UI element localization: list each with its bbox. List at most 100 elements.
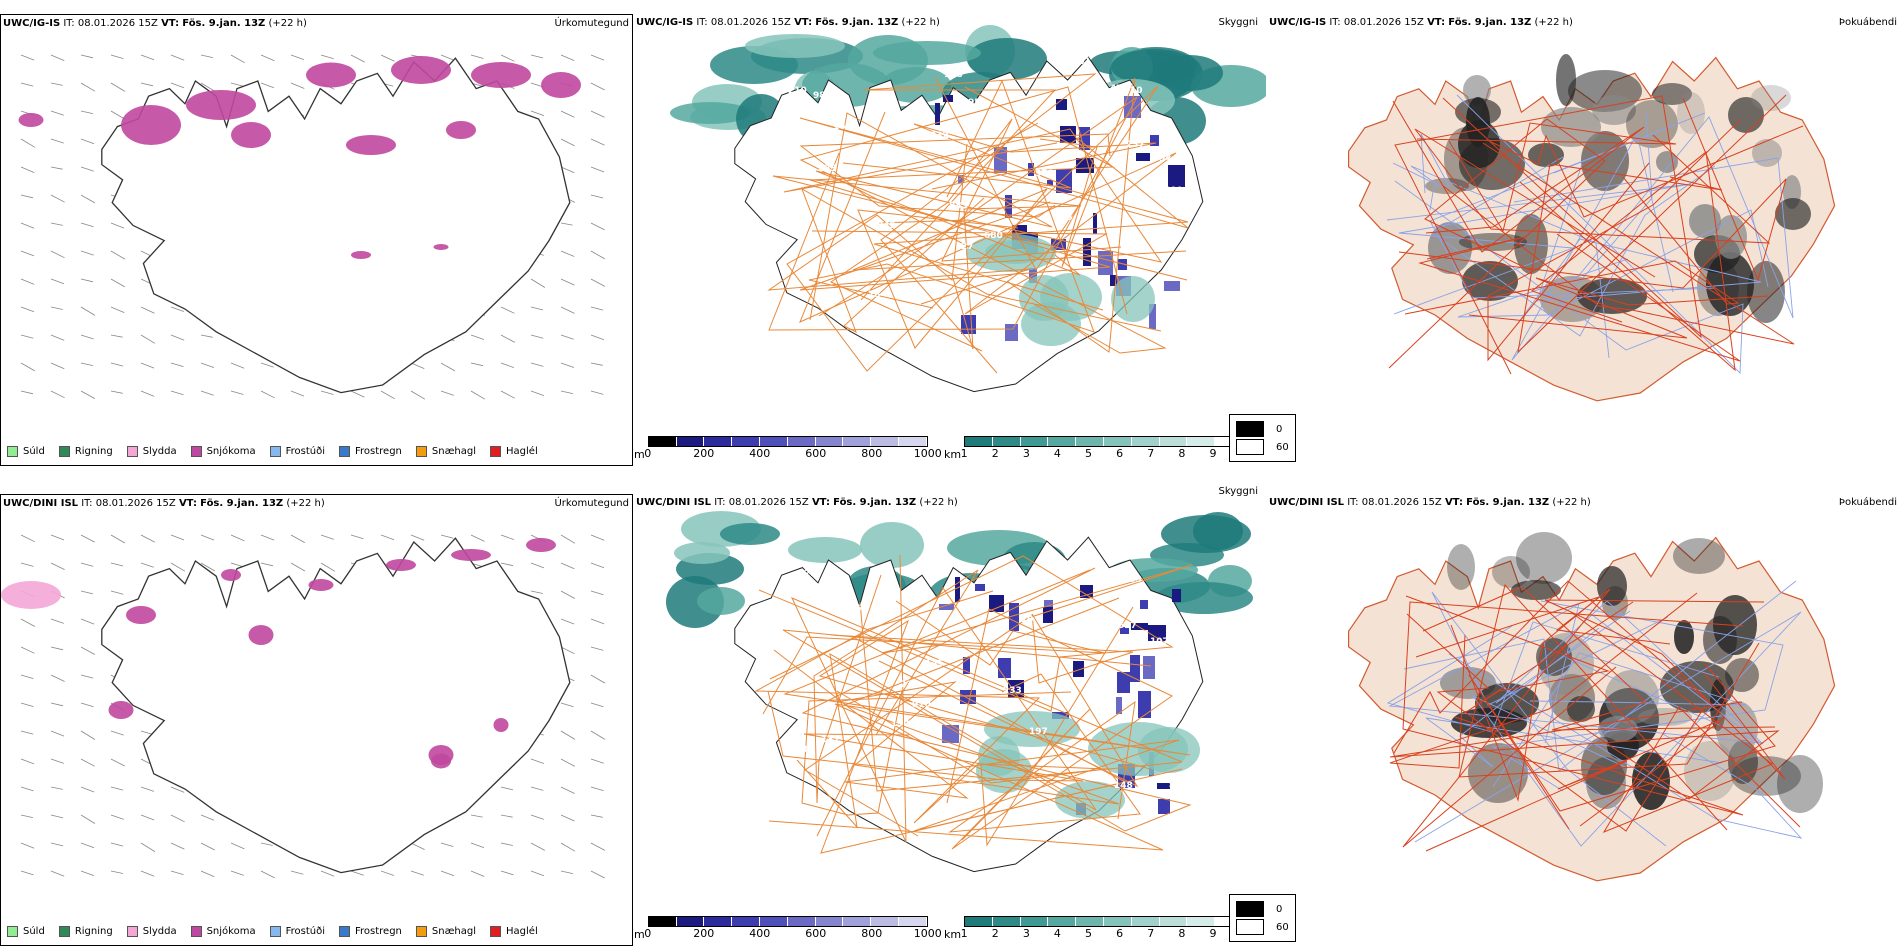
high-terrain-area <box>963 657 970 674</box>
colorbar-tick: 8 <box>1178 927 1186 940</box>
visibility-value-label: 107 <box>1150 637 1169 647</box>
fog-area <box>1556 54 1576 106</box>
colorbar-cell <box>1104 437 1132 446</box>
colorbar-tick: 5 <box>1085 927 1093 940</box>
panel-header: UWC/DINI ISL IT: 08.01.2026 15Z VT: Fös.… <box>3 498 325 509</box>
low-visibility-area <box>967 38 1047 80</box>
colorbar-cell <box>1131 917 1160 926</box>
high-terrain-area <box>942 725 959 743</box>
high-terrain-area <box>1116 697 1122 714</box>
precip-type-map <box>1 534 606 879</box>
colorbar-tick: 3 <box>1022 447 1030 460</box>
legend-swatch <box>190 446 202 457</box>
precip-type-panel-top: UWC/IG-IS IT: 08.01.2026 15Z VT: Fös. 9.… <box>0 14 633 466</box>
visibility-value-label: 233 <box>1003 686 1022 696</box>
high-terrain-area <box>1131 623 1148 630</box>
visibility-colorbar: km12345678910 <box>944 916 1251 941</box>
colorbar-cell <box>787 917 816 926</box>
colorbar-tick: 4 <box>1053 927 1061 940</box>
visibility-value-label: 233 <box>900 680 919 690</box>
colorbar-cell <box>676 437 705 446</box>
visibility-value-label: 849 <box>877 221 896 231</box>
fog-legend-row: 60 <box>1236 919 1289 935</box>
visibility-value-label: 627 <box>1118 621 1137 631</box>
snowfall-area <box>471 62 531 88</box>
snowfall-area <box>391 56 451 84</box>
snowfall-area <box>18 113 44 127</box>
visibility-colorbar: km12345678910 <box>944 436 1251 461</box>
fog-area <box>1751 85 1791 111</box>
panel-header: UWC/IG-IS IT: 08.01.2026 15Z VT: Fös. 9.… <box>1269 17 1573 28</box>
legend-swatch <box>415 926 427 937</box>
fog-legend-value: 0 <box>1276 903 1283 915</box>
visibility-value-label: 210 <box>788 86 807 96</box>
fog-index-map <box>1347 532 1836 882</box>
high-terrain-area <box>1079 127 1090 150</box>
high-terrain-area <box>1130 655 1140 682</box>
snowfall-area <box>306 62 356 88</box>
legend-swatch <box>269 446 281 457</box>
legend-item: Snjókoma <box>190 926 256 937</box>
colorbar-cell <box>898 917 927 926</box>
visibility-value-label: 800 <box>1164 186 1183 196</box>
visibility-value-label: 148 <box>1114 781 1133 791</box>
fog-area <box>1528 143 1564 167</box>
colorbar-unit: m <box>634 448 645 461</box>
colorbar-cell <box>843 437 872 446</box>
colorbar-tick: 5 <box>1085 447 1093 460</box>
fog-legend-swatch <box>1236 421 1264 437</box>
fog-legend-swatch <box>1236 919 1264 935</box>
fog-area <box>1492 556 1530 588</box>
legend-swatch <box>490 926 502 937</box>
high-terrain-area <box>1056 99 1067 110</box>
colorbar-cell <box>1187 437 1216 446</box>
visibility-value-label: 956 <box>968 98 987 108</box>
colorbar-cells <box>964 436 1245 447</box>
colorbar-cell <box>992 917 1021 926</box>
fog-area <box>1462 261 1518 301</box>
visibility-value-label: 135 <box>1054 213 1073 223</box>
high-terrain-area <box>989 595 1004 612</box>
colorbar-tick: 4 <box>1053 447 1061 460</box>
colorbar-cell <box>871 917 899 926</box>
visibility-value-label: 232 <box>930 131 949 141</box>
legend-item: Súld <box>7 926 45 937</box>
visibility-value-label: 970 <box>912 700 931 710</box>
colorbar-cell <box>1159 917 1188 926</box>
colorbar-cell <box>1076 917 1105 926</box>
visibility-value-label: 27 <box>961 242 974 252</box>
colorbar-tick: 2 <box>991 927 999 940</box>
visibility-value-label: 203 <box>1123 575 1142 585</box>
colorbar-cell <box>704 437 733 446</box>
visibility-value-label: 378 <box>1035 169 1054 179</box>
legend-item: Rigning <box>58 446 113 457</box>
colorbar-cell <box>676 917 705 926</box>
snowfall-area <box>121 105 181 145</box>
visibility-panel-top: UWC/IG-IS IT: 08.01.2026 15Z VT: Fös. 9.… <box>634 14 1266 466</box>
legend-label: Frostregn <box>355 446 402 457</box>
high-terrain-area <box>1149 304 1156 329</box>
legend-label: Snæhagl <box>431 926 477 937</box>
colorbar-tick: 1 <box>960 927 968 940</box>
panel-title: Skyggni <box>1218 486 1258 497</box>
legend-item: Haglél <box>490 926 538 937</box>
colorbar-cell <box>1020 437 1049 446</box>
colorbar-tick: 8 <box>1178 447 1186 460</box>
legend-item: Frostúði <box>269 926 325 937</box>
fog-area <box>1516 532 1572 584</box>
legend-label: Slydda <box>142 926 177 937</box>
colorbar-tick: 400 <box>749 927 771 940</box>
legend-swatch <box>7 926 18 937</box>
colorbar-cell <box>648 917 677 926</box>
visibility-value-label: 154 <box>891 719 910 729</box>
visibility-value-label: 10 <box>1021 615 1034 625</box>
fog-area <box>1581 737 1627 795</box>
legend-label: Rigning <box>74 926 113 937</box>
visibility-panel-bottom: UWC/DINI ISL IT: 08.01.2026 15Z VT: Fös.… <box>634 486 1266 946</box>
colorbar-cell <box>648 437 677 446</box>
panel-header: UWC/DINI ISL IT: 08.01.2026 15Z VT: Fös.… <box>636 497 958 508</box>
colorbar-cell <box>1104 917 1132 926</box>
colorbar-cell <box>1131 437 1160 446</box>
panel-header: UWC/IG-IS IT: 08.01.2026 15Z VT: Fös. 9.… <box>636 17 940 28</box>
visibility-value-label: 885 <box>949 201 968 211</box>
